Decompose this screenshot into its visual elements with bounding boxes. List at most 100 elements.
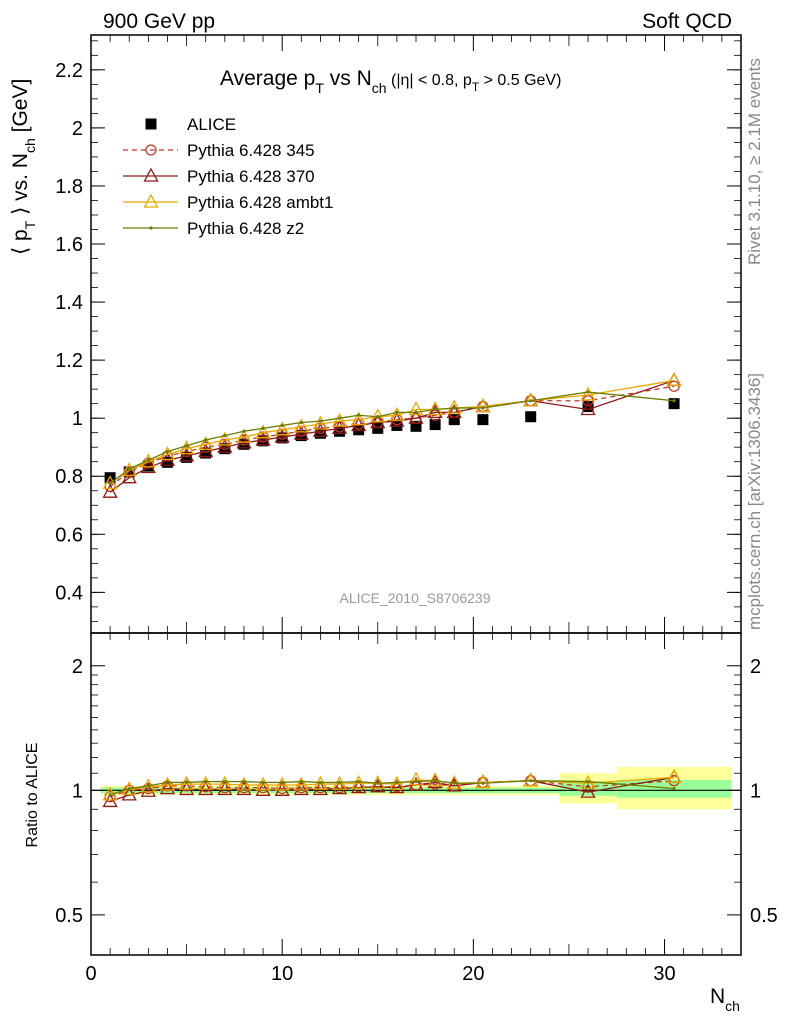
main-data-point <box>668 398 680 410</box>
main-data-point <box>410 420 422 432</box>
y-tick-label: 1.6 <box>55 234 83 256</box>
ratio-data-point <box>261 780 265 785</box>
x-tick-label: 30 <box>653 963 675 985</box>
ratio-data-point <box>580 783 596 798</box>
ratio-data-point <box>198 781 214 796</box>
ratio-data-point <box>395 780 399 785</box>
main-data-point <box>666 372 682 387</box>
main-data-point <box>408 409 424 424</box>
ratio-data-point <box>255 776 271 791</box>
main-data-point <box>274 428 290 443</box>
ratio-data-point <box>351 779 367 794</box>
ylabel-part: ⟨ p <box>9 229 32 255</box>
main-data-point <box>337 416 342 420</box>
main-data-point <box>477 414 489 426</box>
ratio-data-point <box>293 781 309 796</box>
main-data-point <box>525 411 537 423</box>
legend-label: Pythia 6.428 ambt1 <box>187 193 333 212</box>
ratio-tick-label: 2 <box>72 656 83 678</box>
y-axis-label-ratio: Ratio to ALICE <box>24 743 41 848</box>
main-data-point <box>446 404 462 419</box>
main-data-point <box>668 380 680 392</box>
y-tick-label: 1.2 <box>55 350 83 372</box>
main-data-point <box>223 434 227 438</box>
main-data-point <box>276 432 288 444</box>
main-data-point <box>433 407 437 412</box>
ratio-data-point <box>370 778 386 793</box>
ratio-data-point <box>318 780 323 785</box>
ratio-data-point <box>586 779 590 784</box>
ratio-data-point <box>184 780 189 785</box>
main-data-point <box>376 415 380 419</box>
ratio-tick-label-right: 1 <box>750 780 761 802</box>
main-data-point <box>408 401 424 416</box>
ratio-data-point <box>204 779 208 784</box>
main-data-point <box>429 419 441 431</box>
main-data-point <box>312 422 329 437</box>
xlabel-main: N <box>710 985 725 1008</box>
ratio-data-point <box>475 774 491 789</box>
chart-title: Average pT vs Nch (|η| < 0.8, pT > 0.5 G… <box>220 67 561 96</box>
main-data-point <box>178 447 195 462</box>
ratio-data-point <box>280 780 284 785</box>
ratio-data-point <box>274 781 290 796</box>
ratio-data-point <box>376 781 380 785</box>
ratio-data-point <box>236 776 252 791</box>
main-data-point <box>299 420 303 425</box>
main-data-point <box>293 425 309 440</box>
y-tick-label: 2 <box>72 118 83 140</box>
ratio-data-point <box>159 780 176 795</box>
main-data-point <box>146 458 150 462</box>
main-data-point <box>582 401 594 413</box>
ratio-data-point <box>452 781 456 785</box>
ratio-data-point <box>331 775 348 790</box>
main-data-point <box>452 406 456 410</box>
ratio-data-point <box>666 768 682 783</box>
analysis-watermark: ALICE_2010_S8706239 <box>339 590 490 606</box>
title-small: (|η| < 0.8, p <box>387 72 472 89</box>
main-data-point <box>280 423 284 428</box>
main-data-point <box>414 410 418 414</box>
legend: ALICE Pythia 6.428 345 Pythia 6.428 370 Pyt… <box>123 115 333 238</box>
ylabel-sub: T <box>22 220 38 229</box>
x-axis-label: Nch <box>710 985 740 1014</box>
side-label-mcplots: mcplots.cern.ch [arXiv:1306.3436] <box>745 373 764 630</box>
main-data-point <box>475 398 491 413</box>
legend-swatch-marker <box>145 144 157 156</box>
y-axis-label-main: ⟨ pT ⟩ vs. Nch [GeV] <box>9 79 38 255</box>
x-tick-label: 0 <box>85 963 96 985</box>
ratio-data-point <box>178 775 195 790</box>
legend-entry: Pythia 6.428 ambt1 <box>123 193 333 212</box>
x-axis: 0 10 20 30 <box>85 35 742 985</box>
main-data-point <box>217 431 233 446</box>
ratio-data-point <box>433 779 437 783</box>
main-data-point <box>261 426 265 430</box>
main-data-point <box>582 395 594 407</box>
main-data-point <box>372 422 384 434</box>
legend-label: Pythia 6.428 345 <box>187 141 315 160</box>
main-data-point <box>481 406 485 410</box>
ratio-data-point <box>127 786 131 791</box>
main-data-point <box>165 449 170 454</box>
ratio-data-point <box>312 781 329 796</box>
main-data-point <box>427 404 443 419</box>
ylabel-part: [GeV] <box>9 79 32 139</box>
main-data-point <box>102 475 118 490</box>
main-data-point <box>204 438 208 442</box>
title-part: vs N <box>324 67 372 90</box>
y-tick-label: 1 <box>72 408 83 430</box>
main-data-point <box>242 429 246 433</box>
ratio-series-3 <box>108 779 676 797</box>
ratio-data-point <box>312 775 329 790</box>
main-data-point <box>102 483 118 498</box>
title-part: Average p <box>220 67 315 90</box>
ratio-data-point <box>446 777 462 792</box>
ratio-data-point <box>236 781 252 796</box>
main-data-point <box>255 424 271 439</box>
ratio-data-point <box>408 771 424 786</box>
main-data-point <box>178 440 195 455</box>
ratio-axes: 0.5 0.5 1 1 2 2 <box>55 656 778 927</box>
main-data-point <box>274 421 290 436</box>
ratio-data-point <box>523 772 539 787</box>
legend-swatch-marker <box>145 118 157 130</box>
